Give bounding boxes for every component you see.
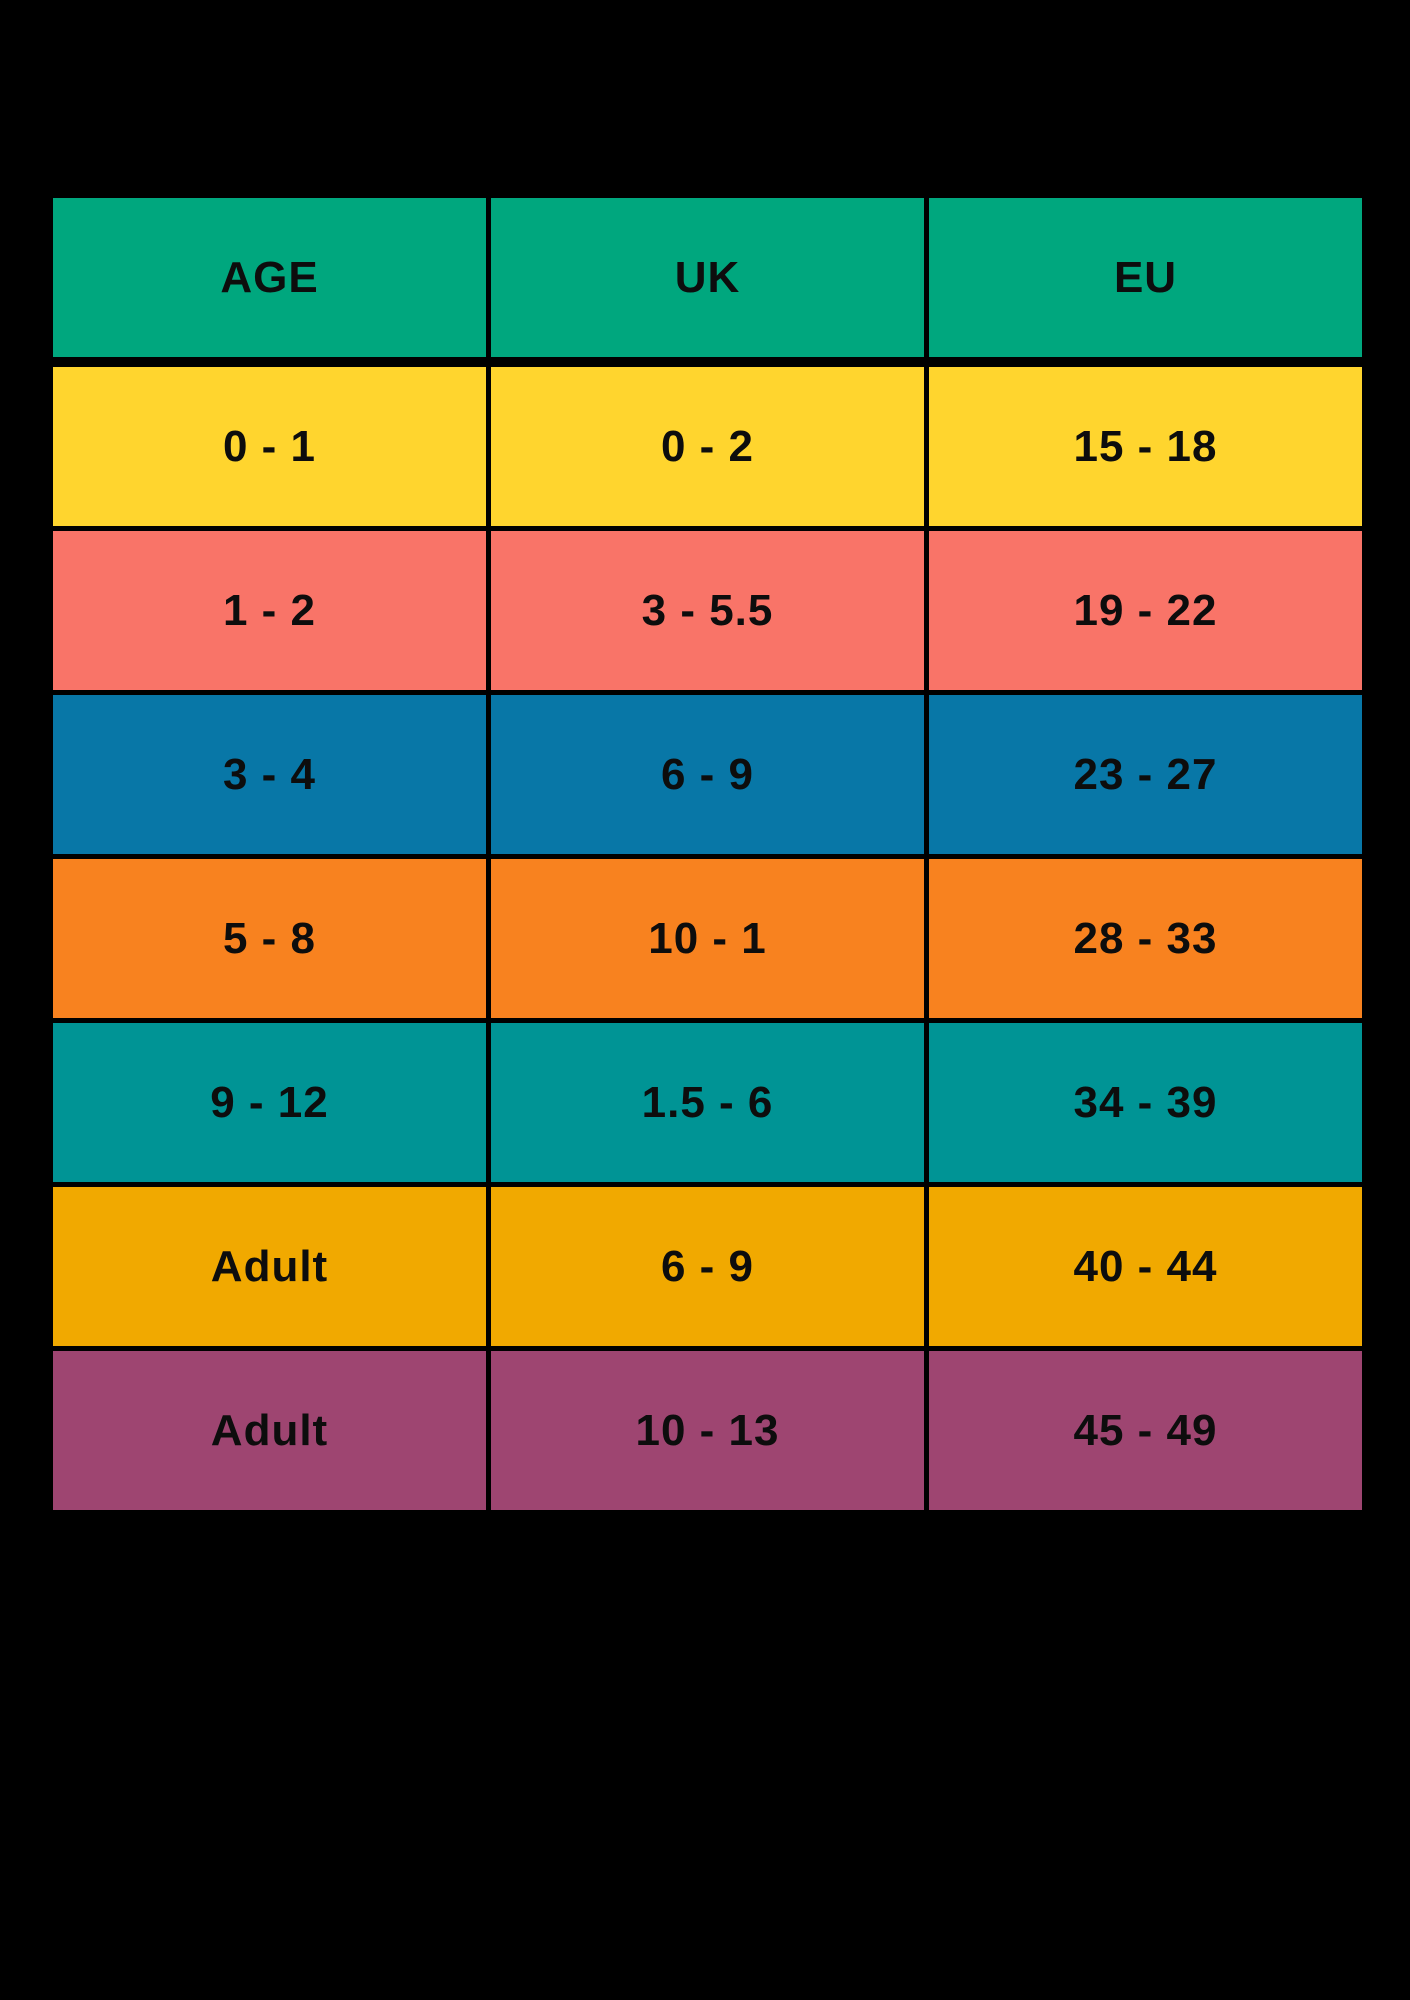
cell-eu: 40 - 44	[929, 1187, 1362, 1346]
cell-age: 5 - 8	[53, 859, 486, 1018]
table-row: 9 - 12 1.5 - 6 34 - 39	[53, 1023, 1362, 1182]
header-cell-age: AGE	[53, 198, 486, 357]
table-row: Adult 10 - 13 45 - 49	[53, 1351, 1362, 1510]
cell-eu: 19 - 22	[929, 531, 1362, 690]
cell-uk: 6 - 9	[491, 695, 924, 854]
table-header-row: AGE UK EU	[53, 198, 1362, 357]
cell-uk: 6 - 9	[491, 1187, 924, 1346]
cell-eu: 28 - 33	[929, 859, 1362, 1018]
cell-uk: 10 - 13	[491, 1351, 924, 1510]
cell-eu: 45 - 49	[929, 1351, 1362, 1510]
table-row: 3 - 4 6 - 9 23 - 27	[53, 695, 1362, 854]
cell-eu: 34 - 39	[929, 1023, 1362, 1182]
cell-uk: 10 - 1	[491, 859, 924, 1018]
shoe-size-conversion-table: AGE UK EU 0 - 1 0 - 2 15 - 18 1 - 2 3 - …	[53, 198, 1362, 1510]
cell-uk: 3 - 5.5	[491, 531, 924, 690]
table-row: 5 - 8 10 - 1 28 - 33	[53, 859, 1362, 1018]
header-cell-uk: UK	[491, 198, 924, 357]
cell-age: Adult	[53, 1187, 486, 1346]
cell-age: 3 - 4	[53, 695, 486, 854]
cell-age: 9 - 12	[53, 1023, 486, 1182]
cell-uk: 1.5 - 6	[491, 1023, 924, 1182]
cell-uk: 0 - 2	[491, 367, 924, 526]
cell-age: 1 - 2	[53, 531, 486, 690]
header-cell-eu: EU	[929, 198, 1362, 357]
table-row: 1 - 2 3 - 5.5 19 - 22	[53, 531, 1362, 690]
table-row: 0 - 1 0 - 2 15 - 18	[53, 367, 1362, 526]
cell-age: 0 - 1	[53, 367, 486, 526]
cell-eu: 23 - 27	[929, 695, 1362, 854]
table-row: Adult 6 - 9 40 - 44	[53, 1187, 1362, 1346]
cell-eu: 15 - 18	[929, 367, 1362, 526]
cell-age: Adult	[53, 1351, 486, 1510]
